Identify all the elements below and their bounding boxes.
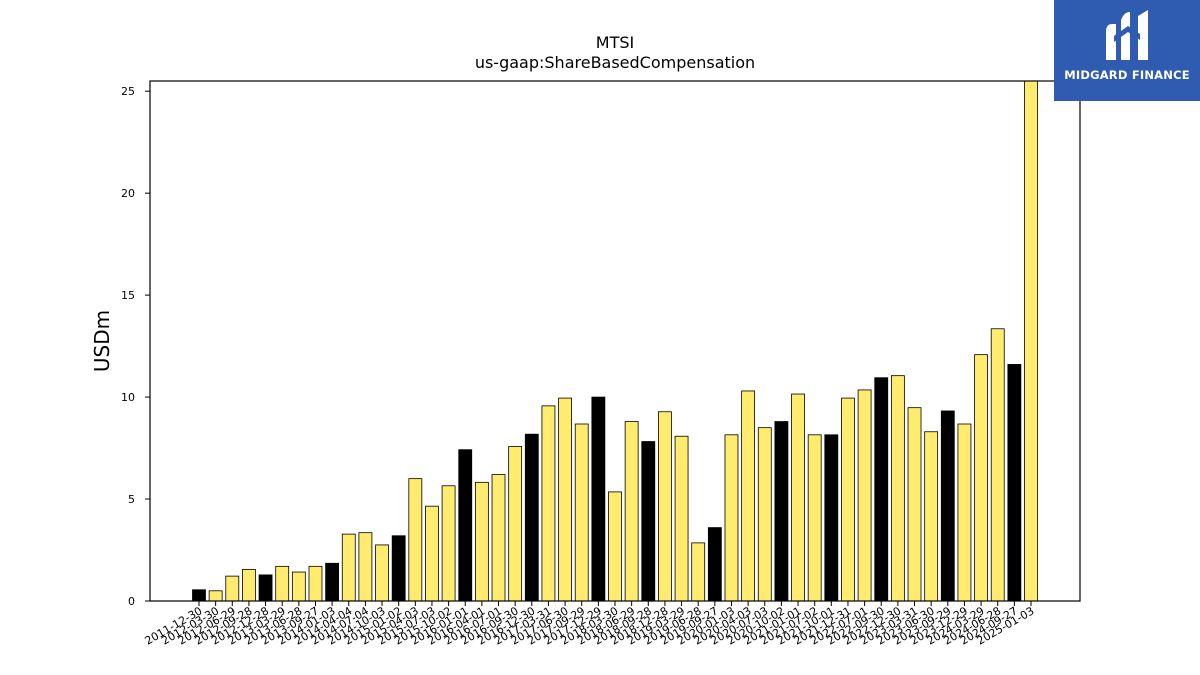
y-axis-ticks: 0 5 10 15 20 25 [121, 85, 150, 608]
midgard-logo-icon [1106, 10, 1148, 60]
bar-2012-03-30 [208, 590, 223, 602]
bar-2017-03-31 [541, 405, 556, 602]
brand-name: MIDGARD FINANCE [1064, 68, 1190, 82]
bar-2024-09-27 [1007, 364, 1022, 602]
y-tick-label: 20 [121, 187, 135, 200]
x-axis-ticks: 2011-12-302012-03-302012-06-292012-09-28… [143, 601, 1037, 648]
bar-2020-04-03 [741, 390, 756, 602]
bar-2012-09-28 [242, 568, 256, 602]
bar-2023-09-29 [940, 410, 955, 602]
y-tick-label: 10 [121, 391, 135, 404]
chart-subtitle: us-gaap:ShareBasedCompensation [475, 53, 755, 72]
bar-2013-06-28 [291, 571, 306, 602]
bar-2015-10-02 [441, 485, 456, 602]
bar-2021-10-01 [824, 434, 839, 602]
bar-2015-07-03 [425, 505, 439, 602]
bar-2016-01-01 [458, 449, 473, 602]
bar-2013-09-27 [308, 565, 323, 602]
bar-2014-07-04 [358, 532, 373, 602]
bar-2020-01-03 [724, 434, 739, 602]
bar-2019-09-27 [707, 527, 722, 602]
bar-2019-06-28 [691, 542, 706, 602]
bar-2021-07-02 [807, 434, 822, 602]
bar-2013-03-29 [275, 565, 290, 602]
bar-2018-03-30 [608, 491, 622, 602]
bar-2021-01-01 [791, 393, 805, 602]
bar-2019-03-29 [674, 435, 689, 602]
bar-2014-01-03 [325, 562, 340, 602]
bar-2018-09-28 [641, 441, 656, 602]
bar-2016-09-30 [508, 446, 523, 602]
y-tick-label: 5 [128, 493, 135, 506]
bar-2012-12-28 [258, 574, 273, 602]
bar-2014-10-03 [375, 544, 389, 602]
bar-2016-12-30 [524, 433, 539, 602]
bar-2015-04-03 [408, 478, 423, 602]
y-tick-label: 0 [128, 595, 135, 608]
bar-2023-06-30 [924, 431, 939, 602]
chart-title: MTSI [596, 33, 634, 52]
bar-2016-04-01 [474, 481, 489, 602]
bar-2018-06-29 [624, 421, 639, 602]
bar-2011-12-30 [192, 589, 206, 602]
bar-2017-06-30 [558, 397, 572, 602]
bar-2017-12-29 [591, 396, 606, 602]
y-axis-label: USDm [90, 310, 114, 372]
bar-2023-03-31 [907, 407, 922, 602]
bar-2017-09-29 [574, 423, 589, 602]
bar-2016-07-01 [491, 474, 506, 602]
bar-2020-10-02 [774, 421, 789, 602]
bar-2021-12-31 [841, 397, 855, 602]
bar-2014-04-04 [341, 533, 356, 602]
bar-2025-01-03 [1024, 80, 1038, 602]
plot-frame [149, 80, 1081, 602]
bar-2024-06-28 [990, 328, 1005, 602]
bar-2022-12-30 [890, 375, 905, 602]
bar-2023-12-29 [957, 423, 972, 602]
bar-2020-07-03 [757, 427, 772, 602]
y-tick-label: 25 [121, 85, 135, 98]
bar-2024-03-29 [974, 354, 988, 602]
bar-2012-06-29 [225, 575, 240, 602]
bar-2022-07-01 [857, 389, 872, 602]
brand-logo: MIDGARD FINANCE [1054, 0, 1200, 101]
bar-2015-01-02 [391, 535, 406, 602]
y-tick-label: 15 [121, 289, 135, 302]
bar-2018-12-28 [658, 411, 672, 602]
bar-2022-09-30 [874, 377, 889, 602]
bars-group [192, 80, 1038, 602]
